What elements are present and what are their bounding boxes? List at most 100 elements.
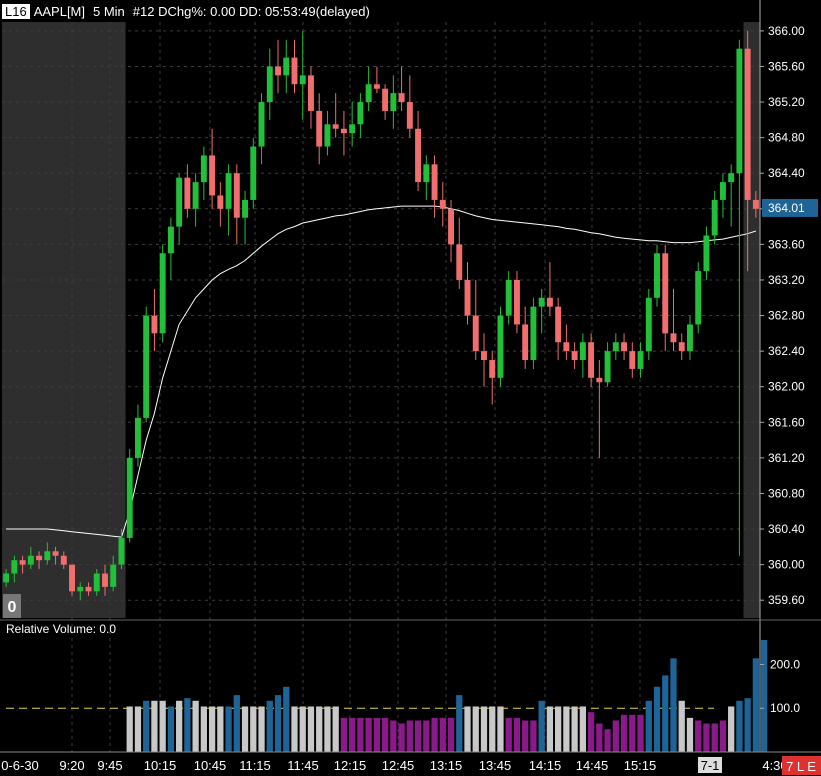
- candle: [415, 110, 422, 192]
- candle: [604, 342, 611, 387]
- volume-bar: [274, 695, 282, 752]
- y-tick-label: 360.40: [768, 522, 805, 536]
- volume-bar: [307, 706, 315, 752]
- candle: [36, 551, 43, 570]
- x-tick-label: 9:45: [97, 758, 122, 773]
- volume-bar: [184, 698, 191, 752]
- candle: [159, 244, 166, 343]
- candle: [645, 288, 652, 361]
- candle: [349, 102, 356, 147]
- candle: [695, 262, 702, 334]
- candle: [60, 551, 67, 570]
- x-end-marker-bg: [782, 756, 821, 775]
- date-marker-bg: [698, 757, 722, 773]
- x-tick-label: 15:15: [624, 758, 657, 773]
- candle: [373, 66, 380, 94]
- x-tick-label: 10:45: [194, 758, 227, 773]
- volume-bar: [637, 714, 644, 752]
- candle: [563, 324, 570, 361]
- volume-bars: [6, 639, 768, 752]
- candle: [456, 217, 463, 289]
- volume-bar: [522, 720, 529, 752]
- candle: [19, 555, 26, 574]
- axes: [0, 0, 821, 753]
- volume-bar: [505, 717, 512, 752]
- volume-tick-label: 200.0: [770, 657, 800, 671]
- candle: [637, 342, 644, 378]
- candle: [250, 137, 257, 209]
- volume-bar: [596, 723, 603, 752]
- x-tick-label: 12:45: [382, 758, 415, 773]
- candle: [176, 173, 183, 245]
- volume-bar: [258, 706, 265, 752]
- candle: [192, 173, 199, 227]
- y-tick-label: 365.60: [768, 59, 805, 73]
- volume-bar: [620, 714, 628, 752]
- candle: [538, 288, 545, 334]
- y-tick-label: 363.20: [768, 273, 805, 287]
- candle: [629, 342, 636, 378]
- candle: [233, 164, 240, 245]
- candle: [711, 191, 718, 245]
- symbol-label[interactable]: AAPL[M]: [33, 3, 85, 19]
- volume-bar: [538, 700, 545, 752]
- candle: [588, 333, 595, 387]
- candle: [596, 360, 603, 458]
- volume-bar: [555, 706, 562, 752]
- x-tick-label: 0-6-30: [1, 758, 39, 773]
- volume-bar: [464, 706, 471, 752]
- candle: [316, 93, 323, 165]
- volume-bar: [200, 706, 207, 752]
- volume-bar: [365, 717, 372, 752]
- volume-bar: [744, 698, 751, 752]
- candle: [324, 110, 331, 156]
- candle: [530, 297, 537, 369]
- candle: [69, 564, 75, 596]
- x-end-marker: 7 L E: [786, 759, 816, 774]
- volume-bar: [604, 729, 611, 752]
- y-tick-label: 364.40: [768, 166, 805, 180]
- candle: [357, 93, 364, 138]
- volume-bar: [530, 720, 537, 752]
- candle: [200, 146, 207, 200]
- candle: [497, 306, 504, 387]
- candle: [291, 39, 298, 94]
- y-tick-label: 362.80: [768, 309, 805, 323]
- volume-bar: [381, 717, 389, 752]
- volume-bar: [686, 717, 694, 752]
- chart-badge[interactable]: L16: [2, 3, 30, 19]
- x-tick-label: 4:30: [762, 758, 787, 773]
- y-tick-label: 363.60: [768, 237, 805, 251]
- left-marker-bg: [3, 594, 21, 618]
- candle: [703, 226, 710, 280]
- volume-bar: [653, 686, 661, 752]
- candlesticks: [3, 30, 759, 601]
- x-tick-label: 12:15: [334, 758, 367, 773]
- x-tick-label: 7-1: [701, 758, 720, 773]
- candle: [513, 271, 520, 334]
- volume-bar: [736, 700, 743, 752]
- last-price-marker: 364.01: [768, 201, 805, 215]
- volume-bar: [283, 686, 290, 752]
- volume-bar: [151, 700, 158, 752]
- candle: [678, 333, 685, 361]
- volume-bar: [497, 706, 504, 752]
- candle: [423, 155, 430, 200]
- volume-tick-label: 100.0: [770, 701, 800, 715]
- volume-bar: [587, 712, 595, 752]
- candle: [546, 262, 553, 316]
- volume-bar: [398, 723, 405, 752]
- candle: [11, 555, 18, 583]
- candle: [93, 569, 100, 596]
- x-tick-label: 9:20: [59, 758, 84, 773]
- candle: [439, 182, 446, 227]
- y-tick-label: 365.20: [768, 95, 805, 109]
- candle: [464, 262, 471, 325]
- interval-label[interactable]: 5 Min: [93, 3, 125, 19]
- y-tick-label: 364.80: [768, 131, 805, 145]
- candle: [299, 30, 306, 120]
- y-tick-label: 362.00: [768, 380, 805, 394]
- candle: [728, 164, 735, 227]
- candle: [382, 84, 389, 120]
